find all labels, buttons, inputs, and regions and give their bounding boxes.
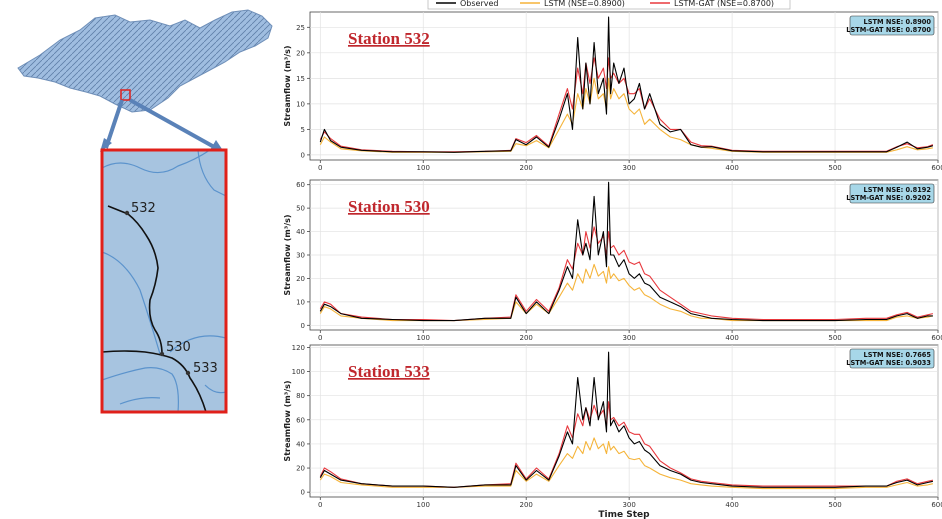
x-tick-label: 600 [931,164,942,172]
plot-area [309,344,939,498]
series-line-lstm-gat [319,401,934,488]
station-title: Station 530 [348,197,430,216]
x-tick-label: 100 [417,334,430,342]
charts-area: Observed LSTM (NSE=0.8900) LSTM-GAT (NSE… [283,0,942,519]
y-tick-label: 60 [296,181,305,189]
nse-text: LSTM-GAT NSE: 0.9202 [846,194,931,202]
x-tick-label: 600 [931,501,942,509]
x-tick-label: 100 [417,164,430,172]
x-tick-label: 400 [725,501,738,509]
zoom-arrows [100,98,224,152]
nse-text: LSTM NSE: 0.8900 [864,18,932,26]
x-tick-label: 500 [828,334,841,342]
x-tick-label: 300 [622,164,635,172]
y-tick-label: 100 [292,368,305,376]
map-panel: 532 530 533 [17,9,273,414]
y-tick-label: 5 [301,126,305,134]
station-marker-533 [185,370,191,376]
station-title: Station 532 [348,29,430,48]
highlight-region [120,89,131,101]
x-tick-label: 0 [318,164,322,172]
nse-text: LSTM NSE: 0.7665 [864,351,932,359]
y-tick-label: 10 [296,298,305,306]
y-tick-label: 15 [296,75,305,83]
y-tick-label: 40 [296,228,305,236]
y-tick-label: 60 [296,416,305,424]
chart-station-532: 0 5 10 15 20 25 0 100 200 300 400 500 600 Streamflow … [283,11,942,172]
station-marker-532 [124,210,130,216]
x-tick-label: 400 [725,334,738,342]
station-label-530: 530 [166,340,191,355]
series-line-observed [319,351,934,488]
y-tick-label: 20 [296,49,305,57]
basin-map [17,9,273,113]
y-tick-label: 20 [296,465,305,473]
y-axis-label: Streamflow (m³/s) [283,45,292,126]
y-tick-label: 50 [296,205,305,213]
x-tick-label: 200 [520,501,533,509]
x-tick-label: 0 [318,501,322,509]
y-tick-label: 20 [296,275,305,283]
x-tick-label: 600 [931,334,942,342]
y-tick-label: 0 [301,489,305,497]
nse-text: LSTM-GAT NSE: 0.8700 [846,26,931,34]
x-tick-label: 300 [622,501,635,509]
x-tick-label: 0 [318,334,322,342]
x-tick-label: 200 [520,334,533,342]
station-label-532: 532 [131,201,156,216]
series-line-observed [319,181,933,322]
series-line-lstm [319,437,934,490]
y-tick-label: 120 [292,344,305,352]
x-tick-label: 100 [417,501,430,509]
nse-badge [849,15,935,36]
y-tick-label: 0 [301,322,305,330]
nse-badge [849,348,935,369]
y-tick-label: 0 [301,151,305,159]
y-tick-label: 30 [296,252,305,260]
station-title: Station 533 [348,362,430,381]
tributaries [101,149,227,413]
legend-lstm: LSTM (NSE=0.8900) [544,0,625,8]
nse-badge [849,183,935,204]
station-label-533: 533 [193,361,218,376]
x-tick-label: 500 [828,164,841,172]
x-tick-label: 200 [520,164,533,172]
y-tick-label: 80 [296,392,305,400]
y-axis-label: Streamflow (m³/s) [283,380,292,461]
x-axis-label: Time Step [598,510,650,519]
series-line-observed [319,16,934,153]
inset-border [100,148,228,414]
y-tick-label: 40 [296,440,305,448]
x-tick-label: 400 [725,164,738,172]
station-marker-530 [159,351,165,357]
x-tick-label: 500 [828,501,841,509]
plot-area [309,11,939,161]
y-tick-label: 25 [296,24,305,32]
inset-map: 532 530 533 [100,148,228,414]
nse-text: LSTM NSE: 0.8192 [864,186,932,194]
y-axis-label: Streamflow (m³/s) [283,214,292,295]
y-tick-label: 10 [296,100,305,108]
legend-lstm-gat: LSTM-GAT (NSE=0.8700) [674,0,774,8]
x-tick-label: 300 [622,334,635,342]
chart-station-530: 01020304050600100200300400500600Streamfl… [283,179,942,342]
nse-text: LSTM-GAT NSE: 0.9033 [846,359,931,367]
legend: Observed LSTM (NSE=0.8900) LSTM-GAT (NSE… [427,0,791,10]
legend-observed: Observed [460,0,499,8]
chart-station-533: 0 20 40 60 80 100 120 0 100 200 300 400 500 600 Stream… [283,344,942,519]
series-line-lstm-gat [319,226,934,322]
